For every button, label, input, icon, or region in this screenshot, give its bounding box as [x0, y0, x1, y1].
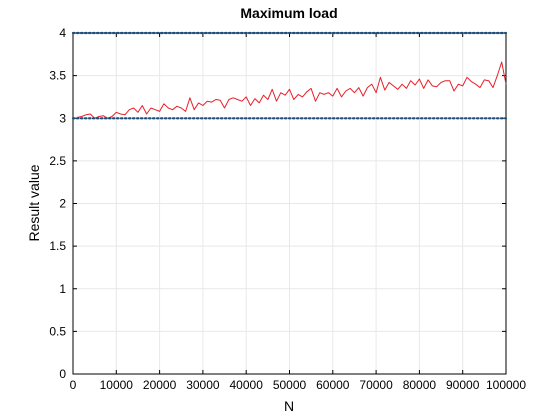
y-tick-label: 2.5: [49, 154, 66, 168]
x-tick-label: 60000: [316, 378, 350, 392]
x-tick-label: 70000: [359, 378, 393, 392]
y-axis-label: Result value: [26, 164, 42, 241]
x-axis-label: N: [284, 398, 294, 414]
x-tick-label: 30000: [186, 378, 220, 392]
y-tick-label: 1.5: [49, 239, 66, 253]
x-tick-label: 20000: [143, 378, 177, 392]
x-tick-label: 90000: [446, 378, 480, 392]
tick-layer: 0 10000 20000 30000 40000 50000 60000 70000 8000…: [49, 26, 526, 392]
x-tick-label: 10000: [100, 378, 134, 392]
y-tick-label: 3: [59, 111, 66, 125]
x-tick-label: 80000: [403, 378, 437, 392]
y-tick-label: 0: [59, 367, 66, 381]
x-tick-label: 50000: [273, 378, 307, 392]
x-tick-label: 0: [70, 378, 77, 392]
y-tick-label: 3.5: [49, 69, 66, 83]
y-tick-label: 0.5: [49, 324, 66, 338]
y-tick-label: 4: [59, 26, 66, 40]
y-tick-label: 1: [59, 282, 66, 296]
series-layer: [71, 31, 508, 120]
chart-title: Maximum load: [240, 5, 337, 21]
x-tick-label: 40000: [230, 378, 264, 392]
series-line-0: [77, 61, 507, 119]
x-tick-label: 100000: [486, 378, 526, 392]
y-tick-label: 2: [59, 197, 66, 211]
